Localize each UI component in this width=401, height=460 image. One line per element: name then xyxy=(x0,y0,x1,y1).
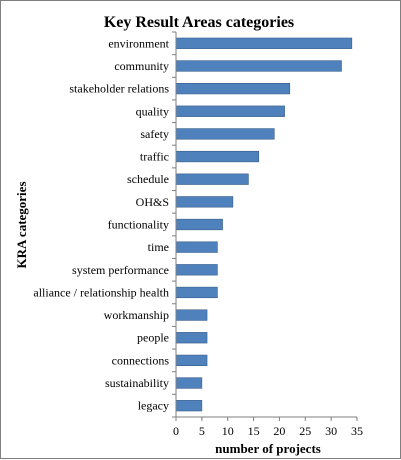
category-label: system performance xyxy=(72,263,169,277)
category-label: workmanship xyxy=(104,308,169,322)
bar-schedule xyxy=(175,173,249,185)
bar-time xyxy=(175,241,218,253)
category-labels: environment community stakeholder relation… xyxy=(33,36,169,412)
bar-traffic xyxy=(175,150,260,163)
x-tick-label: 15 xyxy=(248,424,260,438)
x-tick-label: 30 xyxy=(325,424,337,438)
category-label: quality xyxy=(136,104,169,118)
bar-oh-s xyxy=(175,196,234,208)
category-label: functionality xyxy=(108,218,169,232)
category-label: sustainability xyxy=(105,376,169,390)
bar-workmanship xyxy=(175,309,208,321)
bar-safety xyxy=(175,128,275,140)
bar-connections xyxy=(175,354,208,367)
axes xyxy=(172,31,358,421)
category-label: stakeholder relations xyxy=(69,82,169,96)
category-label: community xyxy=(114,59,169,73)
x-axis-title: number of projects xyxy=(215,441,321,456)
category-label: traffic xyxy=(140,150,169,164)
x-tick-labels: 0 5 10 15 20 25 30 35 xyxy=(173,424,363,438)
x-tick-label: 10 xyxy=(222,424,234,438)
bar-system-performance xyxy=(175,264,218,276)
category-label: legacy xyxy=(138,399,169,413)
category-label: people xyxy=(137,331,169,345)
category-label: alliance / relationship health xyxy=(33,285,169,299)
bar-legacy xyxy=(175,400,203,412)
x-tick-label: 20 xyxy=(273,424,285,438)
bar-group xyxy=(175,37,353,412)
x-tick-label: 35 xyxy=(351,424,363,438)
bar-people xyxy=(175,332,208,344)
category-label: connections xyxy=(112,353,170,367)
category-label: OH&S xyxy=(136,195,169,209)
x-tick-label: 0 xyxy=(173,424,179,438)
category-label: environment xyxy=(108,36,169,50)
bar-sustainability xyxy=(175,377,203,389)
x-tick-label: 5 xyxy=(199,424,205,438)
bar-environment xyxy=(175,37,353,49)
category-label: schedule xyxy=(127,172,169,186)
chart-title: Key Result Areas categories xyxy=(104,14,294,31)
bar-quality xyxy=(175,105,285,117)
bar-functionality xyxy=(175,218,223,231)
bar-alliance-relationship-health xyxy=(175,286,218,299)
bar-community xyxy=(175,60,342,72)
category-label: safety xyxy=(140,127,169,141)
x-tick-label: 25 xyxy=(299,424,311,438)
bar-stakeholder-relations xyxy=(175,82,291,95)
y-axis-title: KRA categories xyxy=(14,181,29,268)
category-label: time xyxy=(148,240,169,254)
